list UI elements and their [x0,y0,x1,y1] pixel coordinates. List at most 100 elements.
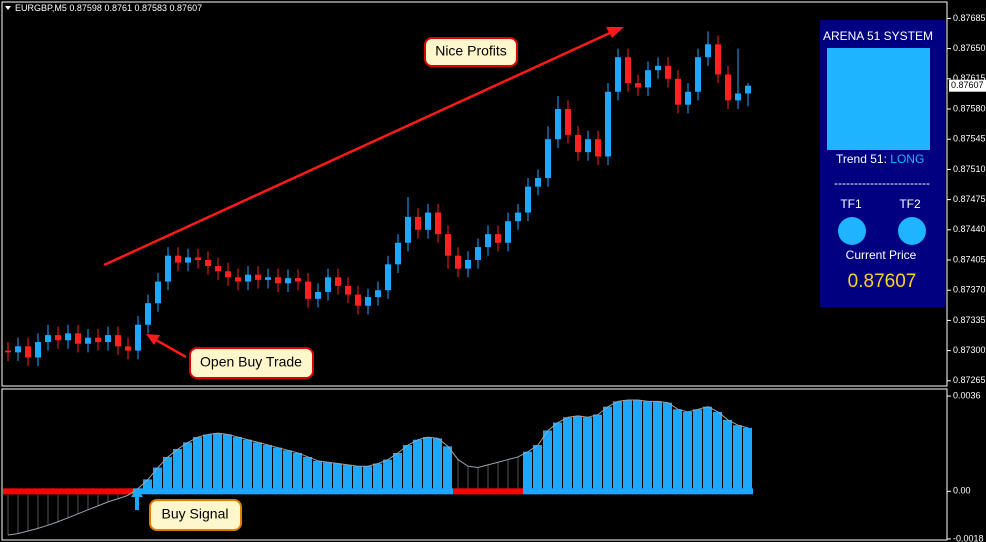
profit-arrowhead [606,27,624,38]
separator: ------------------------ [834,176,930,190]
histogram-bar [433,438,442,492]
signal-band [303,488,313,495]
signal-band [263,488,273,495]
last-open: 0.87598 [69,3,102,13]
histogram-bar [143,479,152,492]
tf2-indicator [898,217,926,245]
signal-band [643,488,653,495]
candle-body [195,257,201,261]
signal-callout [149,499,242,531]
y-tick-label: 0.87580 [953,103,986,113]
signal-band [23,488,33,495]
signal-band [533,488,543,495]
candle-body [585,139,591,153]
profit-text: Nice Profits [435,43,507,59]
trade-arrowhead [146,334,160,345]
candle-body [365,297,371,306]
histogram-bar [743,427,752,492]
signal-band [443,488,453,495]
signal-band [243,488,253,495]
symbol: EURGBP,M5 [15,3,67,13]
signal-band [273,488,283,495]
candle-body [615,57,621,92]
trend-label: Trend 51: [836,152,887,166]
candle-body [55,335,61,341]
y-tick-label: 0.87650 [953,43,986,53]
candle-body [685,91,691,105]
signal-band [103,488,113,495]
histogram-bar [293,452,302,492]
histogram-bar [303,456,312,492]
signal-band [553,488,563,495]
candle-body [175,255,181,263]
candle-body [545,139,551,179]
candle-body [515,212,521,222]
signal-band [473,488,483,495]
candle-body [485,234,491,248]
histogram-bar [243,439,252,492]
candle-body [295,278,301,282]
histogram-bar [683,411,692,492]
signal-band [733,488,743,495]
trend-box [827,48,930,150]
signal-band [353,488,363,495]
histogram-bar [263,445,272,492]
profit-callout [424,37,518,67]
current-price-axis-label: 0.87607 [951,80,984,90]
histogram-bar [443,446,452,492]
histogram-bar [693,409,702,492]
y-tick-label: 0.87405 [953,254,986,264]
candle-body [65,333,71,341]
last-high: 0.8761 [104,3,132,13]
signal-band [83,488,93,495]
candle-body [725,74,731,101]
signal-band [33,488,43,495]
candle-body [105,335,111,342]
candle-body [745,85,751,94]
trend-value: LONG [890,152,924,166]
last-close: 0.87607 [170,3,203,13]
signal-band [373,488,383,495]
signal-band [163,488,173,495]
histogram-bar [633,400,642,492]
histogram-bar [203,434,212,492]
histogram-bar [363,466,372,492]
candle-body [25,346,31,358]
histogram-bar [523,451,532,492]
candle-body [75,333,81,344]
signal-band [743,488,753,495]
candle-body [95,337,101,342]
candle-body [385,264,391,291]
y-tick-label: 0.87440 [953,224,986,234]
candle-body [535,178,541,187]
histogram-bar [593,414,602,492]
histogram-bar [393,452,402,492]
tf2-label: TF2 [899,197,921,211]
histogram-bar [273,447,282,492]
signal-band [43,488,53,495]
histogram-bar [603,406,612,492]
candle-body [375,290,381,298]
signal-band [223,488,233,495]
histogram-bar [183,442,192,492]
signal-band [593,488,603,495]
signal-band [423,488,433,495]
signal-band [183,488,193,495]
candle-body [135,324,141,351]
candle-body [445,234,451,256]
signal-band [453,488,463,495]
candle-body [245,274,251,282]
histogram-bar [423,437,432,492]
candle-body [165,255,171,282]
candle-body [205,260,211,267]
candle-body [225,271,231,278]
signal-band [363,488,373,495]
signal-band [333,488,343,495]
signal-band [723,488,733,495]
y-tick-label: 0.87265 [953,375,986,385]
candle-body [495,234,501,243]
candle-body [555,109,561,140]
signal-band [403,488,413,495]
candle-body [125,346,131,351]
